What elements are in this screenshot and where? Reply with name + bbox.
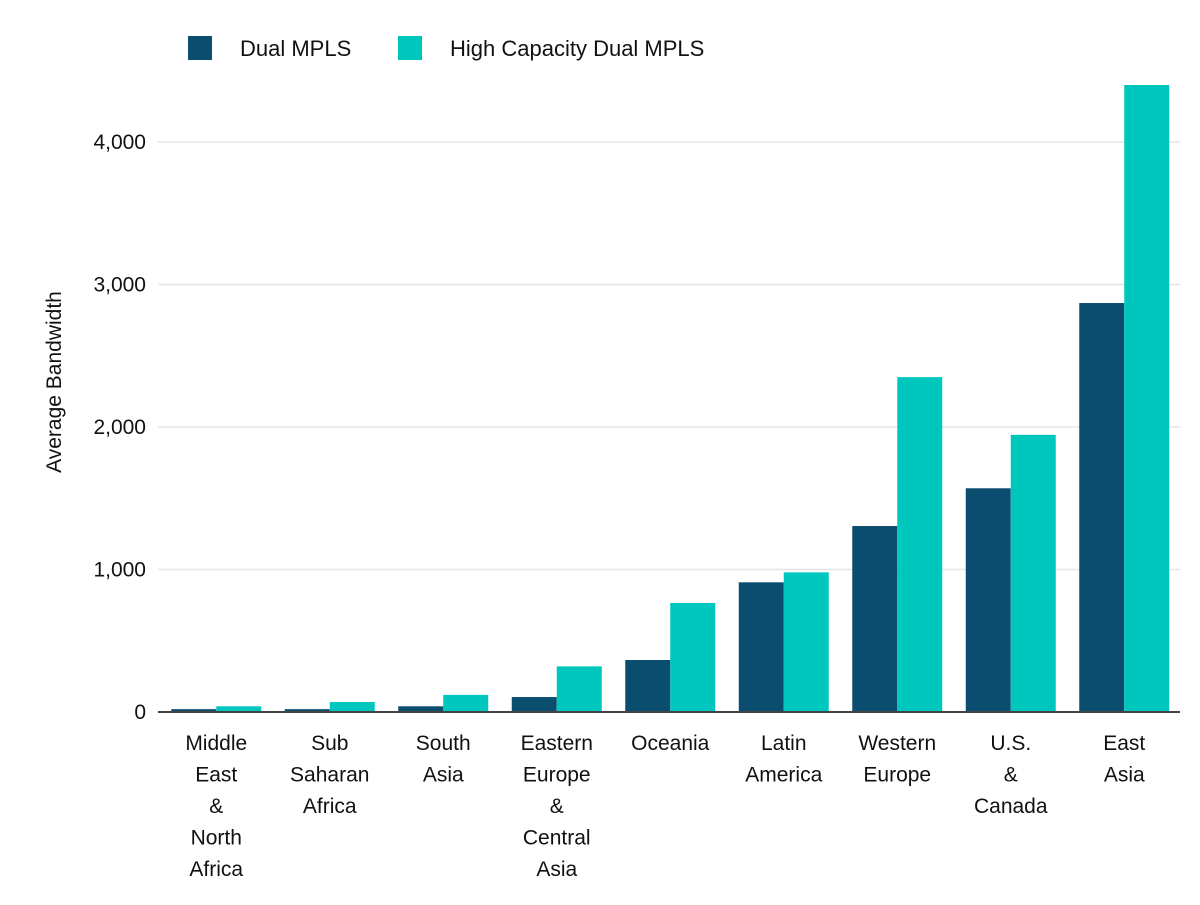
bar-high-capacity-dual-mpls xyxy=(443,694,489,712)
x-tick-label: Oceania xyxy=(631,732,710,755)
bars xyxy=(171,85,1170,712)
y-tick-label: 3,000 xyxy=(93,274,146,297)
bar-high-capacity-dual-mpls xyxy=(216,706,262,712)
bar-dual-mpls xyxy=(398,706,444,712)
bar-dual-mpls xyxy=(738,582,784,712)
legend-swatch-dual-mpls xyxy=(188,36,212,60)
x-tick-label: U.S. & Canada xyxy=(974,732,1048,818)
x-tick-label: East Asia xyxy=(1103,732,1145,787)
bar-dual-mpls xyxy=(625,659,671,712)
bar-high-capacity-dual-mpls xyxy=(670,602,716,712)
bar-high-capacity-dual-mpls xyxy=(329,702,375,712)
legend-label-dual-mpls: Dual MPLS xyxy=(240,36,351,61)
bar-dual-mpls xyxy=(284,709,330,712)
x-tick-label: Middle East & North Africa xyxy=(185,732,247,881)
bar-high-capacity-dual-mpls xyxy=(897,377,943,712)
bar-high-capacity-dual-mpls xyxy=(1124,85,1170,712)
x-axis-ticks: Middle East & North Africa Sub Saharan Africa So… xyxy=(185,732,1145,881)
x-tick-label: Eastern Europe & Central Asia xyxy=(521,732,593,881)
x-tick-label: Latin America xyxy=(745,732,822,787)
x-tick-label: Sub Saharan Africa xyxy=(290,732,369,818)
legend: Dual MPLS High Capacity Dual MPLS xyxy=(188,36,704,61)
y-axis-label: Average Bandwidth xyxy=(43,291,66,473)
bar-dual-mpls xyxy=(852,526,898,712)
y-axis-ticks: 0 1,000 2,000 3,000 4,000 xyxy=(93,131,146,724)
bar-dual-mpls xyxy=(1079,303,1125,712)
bar-dual-mpls xyxy=(171,709,217,712)
bar-high-capacity-dual-mpls xyxy=(556,666,602,712)
bar-dual-mpls xyxy=(965,488,1011,712)
y-tick-label: 0 xyxy=(134,701,146,724)
bar-high-capacity-dual-mpls xyxy=(783,572,829,712)
legend-label-high-capacity-dual-mpls: High Capacity Dual MPLS xyxy=(450,36,704,61)
y-tick-label: 1,000 xyxy=(93,559,146,582)
bar-high-capacity-dual-mpls xyxy=(1010,434,1056,712)
legend-swatch-high-capacity-dual-mpls xyxy=(398,36,422,60)
y-tick-label: 2,000 xyxy=(93,416,146,439)
x-tick-label: South Asia xyxy=(416,732,471,787)
bar-dual-mpls xyxy=(511,697,557,712)
y-tick-label: 4,000 xyxy=(93,131,146,154)
x-tick-label: Western Europe xyxy=(858,732,936,787)
